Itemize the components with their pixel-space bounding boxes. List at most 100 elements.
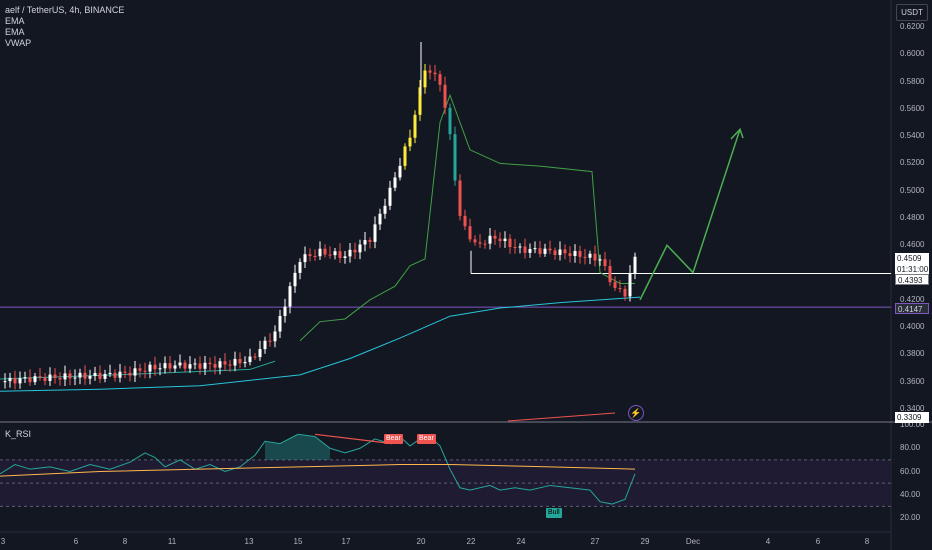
time-axis-label: 27 [590,537,600,546]
price-axis-label: 0.6200 [900,22,925,31]
lightning-icon[interactable]: ⚡ [628,405,644,421]
candle-body [433,72,437,75]
candle-body [463,215,467,227]
candle-body [268,340,272,342]
candle-body [128,372,132,376]
price-axis-label: 0.4800 [900,213,925,222]
candle-body [348,249,352,257]
candle-body [203,362,207,369]
time-axis-label: 6 [815,537,821,546]
candle-body [293,272,297,287]
time-axis-label: 8 [122,537,128,546]
candle-body [593,253,597,261]
candle-body [143,370,147,372]
candle-body [358,244,362,253]
trend-line [507,412,616,422]
candle-body [528,248,532,253]
time-axis-label: 8 [864,537,870,546]
price-axis-label: 0.4200 [900,294,925,304]
candle-body [13,377,17,384]
ema-indicator-label[interactable]: EMA [5,16,25,26]
price-axis-label: 0.5000 [900,185,925,195]
candle-body [578,251,582,257]
rsi-title[interactable]: K_RSI [5,429,32,439]
candle-body [103,373,107,379]
candle-body [333,251,337,256]
candle-body [583,256,587,258]
candle-body [443,84,447,108]
price-axis-label: 0.3400 [900,404,925,413]
candle-body [48,374,52,381]
candle-body [573,251,577,256]
support-line-price-tag: 0.4147 [895,303,929,314]
rsi-line [0,433,636,505]
candle-body [488,235,492,244]
price-axis-label: 0.6000 [900,49,925,59]
vwap-line [299,93,635,342]
candle-body [163,363,167,369]
candle-body [8,377,12,382]
price-axis-label: 0.5600 [900,103,925,113]
time-axis-label: 4 [765,537,771,546]
candle-body [298,262,302,273]
candle-body [508,238,512,248]
candle-body [308,254,312,256]
time-axis-label: 22 [466,537,476,546]
rsi-axis-label: 60.00 [900,466,921,476]
candle-body [503,238,507,242]
candle-body [478,242,482,244]
candle-body [588,253,592,258]
candle-body [303,254,307,263]
candle-body [263,340,267,350]
candle-body [198,363,202,369]
time-axis-label: 3 [0,537,6,546]
candle-body [363,240,367,245]
candle-body [43,377,47,381]
rsi-axis-label: 80.00 [900,443,921,453]
candle-body [108,372,112,374]
candle-body [498,238,502,242]
candle-body [18,378,22,384]
bear-divergence-line [314,433,393,445]
candle-body [243,362,247,364]
time-axis-label: 13 [244,537,254,546]
candle-body [398,165,402,178]
candle-body [448,107,452,135]
time-axis-label: 29 [640,537,650,546]
candle-body [153,364,157,370]
price-axis-label: 0.3600 [900,376,925,386]
rsi-ma-line [0,464,636,477]
vwap-indicator-label[interactable]: VWAP [5,38,32,48]
price-axis-label: 0.4600 [900,240,925,250]
candle-body [78,372,82,378]
time-axis-label: 15 [293,537,303,546]
ema-long-line [0,296,641,392]
candle-body [218,361,222,368]
candle-body [238,358,242,364]
candle-body [543,248,547,254]
candle-body [133,368,137,376]
candle-body [33,376,37,383]
rsi-axis-label: 100.00 [900,420,925,429]
candle-body [518,246,522,248]
candle-body [568,253,572,256]
ema-indicator-label-2[interactable]: EMA [5,27,25,37]
candle-body [493,235,497,239]
bear-signal-label: Bear [384,434,403,444]
candle-body [378,213,382,225]
symbol-title[interactable]: aelf / TetherUS, 4h, BINANCE [5,5,125,15]
candle-body [158,368,162,370]
candle-body [388,187,392,206]
candle-body [338,251,342,258]
time-axis-label: 20 [416,537,426,546]
price-axis-label: 0.5200 [900,158,925,168]
price-axis-label: 0.3800 [900,349,925,359]
candle-body [68,373,72,379]
candle-body [283,306,287,316]
candle-body [53,374,57,378]
currency-button[interactable]: USDT [896,4,928,21]
time-axis-label: 24 [516,537,526,546]
candle-body [313,255,317,257]
candle-body [418,87,422,115]
